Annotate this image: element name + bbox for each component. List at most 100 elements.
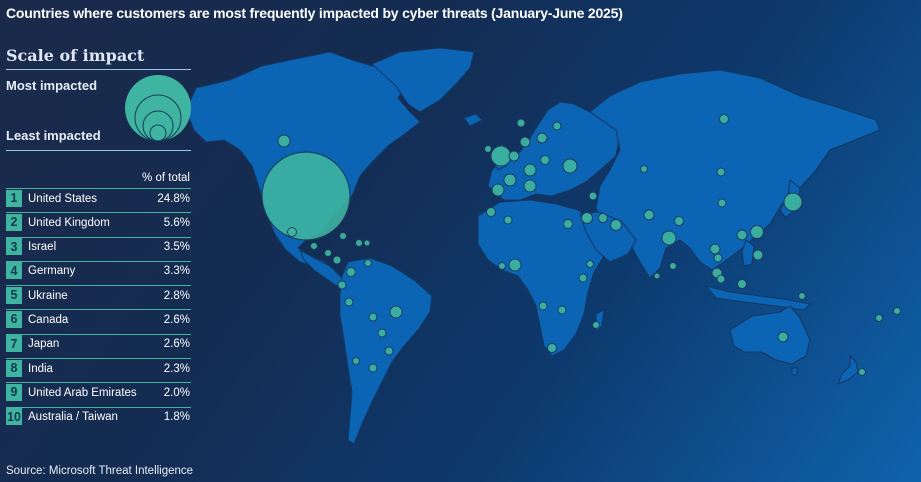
- rank-badge: 3: [6, 238, 22, 256]
- scale-bubbles-icon: [125, 75, 191, 142]
- bubble-nepal: [674, 216, 684, 226]
- bubble-pakistan: [643, 209, 655, 221]
- country-name: United States: [28, 192, 98, 205]
- bubble-united-kingdom: [490, 145, 512, 167]
- country-name: Japan: [28, 338, 60, 351]
- bubble-israel: [581, 212, 593, 224]
- percent-value: 2.6%: [163, 313, 190, 326]
- percent-value: 2.6%: [163, 338, 190, 351]
- country-name: Australia / Taiwan: [28, 411, 118, 424]
- table-row: 8 India 2.3%: [6, 358, 191, 378]
- country-name: Ukraine: [28, 289, 68, 302]
- bubble-india: [661, 230, 677, 246]
- bubble-russia: [719, 114, 729, 124]
- bubble-morocco: [486, 207, 496, 217]
- bubble-ukraine: [562, 158, 578, 174]
- country-name: India: [28, 362, 53, 375]
- bubble-ghana: [498, 262, 506, 270]
- bubble-australia: [777, 331, 789, 343]
- bubble-nigeria: [508, 258, 522, 272]
- bubble-hong-kong: [736, 229, 748, 241]
- rank-badge: 9: [6, 383, 22, 401]
- bubble-brazil: [389, 305, 403, 319]
- bubble-uae: [610, 219, 622, 231]
- bubble-spain: [491, 183, 505, 197]
- percent-value: 2.8%: [163, 289, 190, 302]
- table-row: 9 United Arab Emirates 2.0%: [6, 382, 191, 402]
- table-row: 1 United States 24.8%: [6, 188, 191, 208]
- asia-landmass: [589, 69, 881, 279]
- rank-badge: 6: [6, 310, 22, 328]
- impact-bubbles: [261, 114, 901, 376]
- bubble-peru: [344, 297, 354, 307]
- rank-badge: 4: [6, 262, 22, 280]
- percent-value: 3.3%: [163, 265, 190, 278]
- percent-header: % of total: [142, 172, 190, 184]
- country-name: United Arab Emirates: [28, 386, 137, 399]
- rank-badge: 10: [6, 408, 22, 426]
- legend-panel: Scale of impact Most impacted Least impa…: [6, 46, 191, 431]
- bubble-angola: [538, 301, 548, 311]
- bubble-new-zealand: [858, 368, 866, 376]
- bubble-united-states: [261, 151, 351, 241]
- rank-badge: 5: [6, 286, 22, 304]
- bubble-netherlands: [508, 150, 520, 162]
- rank-badge: 7: [6, 335, 22, 353]
- bubble-argentina: [368, 363, 378, 373]
- bubble-uruguay: [384, 346, 394, 356]
- percent-value: 1.8%: [163, 411, 190, 424]
- bubble-sri-lanka: [669, 262, 677, 270]
- bubble-ecuador: [337, 280, 347, 290]
- rank-badge: 1: [6, 189, 22, 207]
- bubble-germany: [523, 163, 537, 177]
- ranking-table: 1 United States 24.8% 2 United Kingdom 5…: [6, 188, 191, 427]
- bubble-poland: [540, 155, 550, 165]
- bubble-guatemala: [310, 242, 318, 250]
- percent-value: 5.6%: [163, 216, 190, 229]
- bubble-ethiopia: [586, 260, 594, 268]
- bubble-maldives: [653, 272, 661, 280]
- bubble-fiji: [875, 314, 883, 322]
- rank-badge: 8: [6, 359, 22, 377]
- table-row: 5 Ukraine 2.8%: [6, 285, 191, 305]
- greenland-landmass: [371, 47, 475, 113]
- percent-value: 2.0%: [163, 386, 190, 399]
- bubble-finland: [552, 121, 562, 131]
- bubble-algeria: [503, 215, 513, 225]
- bubble-canada: [277, 134, 291, 148]
- table-row: 3 Israel 3.5%: [6, 236, 191, 257]
- tasmania-landmass: [791, 367, 799, 377]
- bubble-turkey: [588, 191, 598, 201]
- least-impacted-label: Least impacted: [6, 128, 101, 143]
- bubble-venezuela: [364, 259, 372, 267]
- table-row: 4 Germany 3.3%: [6, 260, 191, 281]
- bubble-italy: [523, 179, 537, 193]
- bubble-mozambique: [557, 305, 567, 315]
- table-row: 2 United Kingdom 5.6%: [6, 212, 191, 232]
- country-name: United Kingdom: [28, 216, 110, 229]
- bubble-japan: [783, 192, 803, 212]
- bubble-egypt: [563, 219, 573, 229]
- bubble-samoa: [893, 307, 901, 315]
- bubble-iceland: [516, 118, 526, 128]
- bubble-mexico: [287, 227, 297, 237]
- bubble-thailand: [713, 253, 723, 263]
- bubble-puerto-rico: [363, 239, 371, 247]
- percent-value: 3.5%: [163, 241, 190, 254]
- scale-legend: Most impacted Least impacted: [6, 70, 191, 151]
- country-name: Germany: [28, 265, 76, 278]
- indonesia-landmass: [705, 285, 811, 311]
- country-name: Canada: [28, 313, 69, 326]
- bubble-indonesia: [737, 279, 747, 289]
- iceland-landmass: [463, 113, 483, 127]
- bubble-singapore: [716, 274, 726, 284]
- bubble-philippines: [752, 249, 764, 261]
- bubble-france: [503, 173, 517, 187]
- table-row: 6 Canada 2.6%: [6, 309, 191, 329]
- bubble-vietnam: [709, 243, 721, 255]
- bubble-saudi: [598, 213, 608, 223]
- scale-title: Scale of impact: [6, 46, 191, 70]
- table-row: 10 Australia / Taiwan 1.8%: [6, 406, 191, 427]
- bubble-bolivia: [368, 312, 378, 322]
- bubble-madagascar: [592, 321, 600, 329]
